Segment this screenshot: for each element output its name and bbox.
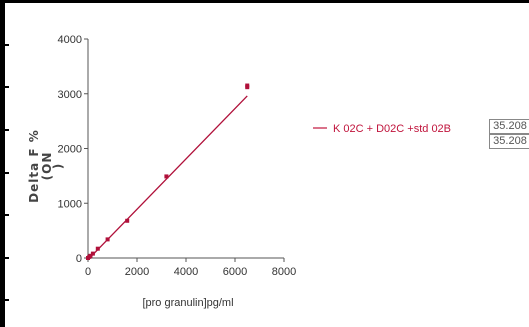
data-point [164,174,169,179]
data-point [88,253,93,258]
x-axis-label: [pro granulin]pg/ml [142,297,233,309]
y-tick-label: 2000 [58,144,82,156]
legend: K 02C + D02C +std 02B [313,123,451,135]
y-axis-label-line-2: (ON [40,152,54,181]
data-point [95,246,100,251]
y-tick-label: 4000 [58,34,82,46]
value-box-1: 35.208 [489,119,529,134]
data-point [105,237,110,242]
data-points [86,83,250,260]
data-point [125,218,130,223]
data-point [90,251,95,256]
legend-label: K 02C + D02C +std 02B [333,123,451,135]
data-point [245,83,250,88]
x-tick-label: 8000 [272,266,296,278]
x-tick-label: 0 [85,266,91,278]
y-axis-label-line-1: Delta F % [27,129,41,203]
y-tick-label: 0 [76,253,82,265]
x-tick-label: 2000 [125,266,149,278]
y-axis-label: Delta F % (ON ) [27,129,65,203]
x-tick-label: 6000 [223,266,247,278]
y-tick-label: 1000 [58,198,82,210]
axes: 0 1000 2000 3000 4000 0 2000 4000 6000 8000 [58,34,297,278]
y-axis-label-line-3: ) [51,163,65,169]
x-tick-label: 4000 [174,266,198,278]
value-box-2: 35.208 [489,134,529,149]
y-tick-label: 3000 [58,89,82,101]
left-edge-ticks [0,0,9,327]
